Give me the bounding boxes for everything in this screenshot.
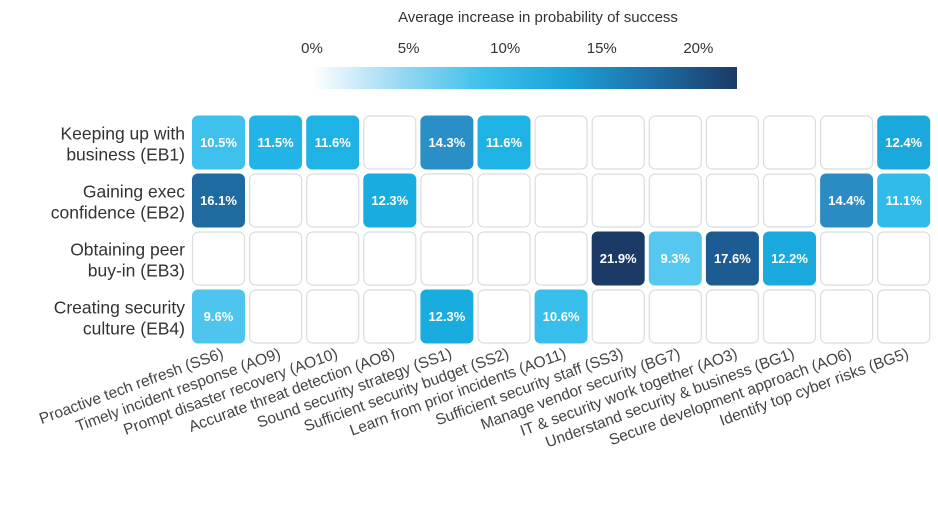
heatmap-cell [705, 231, 759, 286]
heatmap-cell-empty [705, 289, 760, 344]
heatmap-cell-empty [819, 115, 874, 170]
heatmap-cell [534, 289, 588, 344]
heatmap-cell-empty [477, 289, 531, 344]
legend-color-bar [312, 67, 737, 89]
heatmap-cell-empty [877, 231, 931, 286]
legend-tick-label: 5% [398, 40, 420, 57]
heatmap-cell-empty [363, 289, 417, 344]
heatmap-cells: 10.5% 11.5% 11.6% 14.3% 11.6% 12.4% 16.1% 12.3%… [191, 115, 931, 344]
row-label: Keeping up with business (EB1) [60, 124, 185, 165]
cell-value-label: 12.3% [371, 193, 408, 208]
row-label-line: confidence (EB2) [51, 203, 185, 223]
cell-value-label: 11.1% [886, 193, 923, 208]
heatmap-cell-empty [249, 289, 303, 344]
heatmap-cell-empty [705, 115, 760, 170]
heatmap-cell-empty [648, 115, 702, 170]
row-labels: Keeping up with business (EB1) Gaining exe… [51, 124, 185, 339]
column-labels: Proactive tech refresh (SS6)Timely incid… [37, 345, 911, 451]
legend-tick-label: 0% [301, 40, 323, 57]
heatmap-cell-empty [648, 173, 702, 228]
row-label: Gaining exec confidence (EB2) [51, 182, 185, 223]
row-label-line: Obtaining peer [70, 240, 185, 260]
cell-value-label: 12.4% [885, 135, 922, 150]
legend-title: Average increase in probability of succe… [398, 9, 678, 26]
heatmap-cell-empty [591, 173, 645, 228]
heatmap-cell [877, 115, 931, 170]
heatmap-cell-empty [191, 231, 246, 286]
row-label-line: culture (EB4) [83, 319, 185, 339]
cell-value-label: 14.3% [428, 135, 465, 150]
heatmap-cell-empty [705, 173, 760, 228]
heatmap-cell-empty [591, 289, 645, 344]
legend-tick-label: 15% [587, 40, 617, 57]
heatmap-cell [877, 173, 931, 228]
heatmap-cell [763, 231, 816, 286]
cell-value-label: 11.6% [315, 135, 352, 150]
heatmap-cell [192, 173, 245, 228]
cell-value-label: 12.3% [428, 309, 465, 324]
heatmap-cell-empty [534, 231, 588, 286]
heatmap-cell-empty [306, 289, 360, 344]
heatmap-cell [249, 115, 303, 170]
heatmap-cell-empty [477, 231, 531, 286]
heatmap-cell-empty [420, 231, 474, 286]
cell-value-label: 9.3% [660, 251, 690, 266]
cell-value-label: 21.9% [600, 251, 637, 266]
heatmap-cell [363, 173, 417, 228]
row-label-line: Gaining exec [83, 182, 185, 202]
legend-tick-label: 20% [683, 40, 713, 57]
heatmap-cell-empty [762, 289, 817, 344]
heatmap-cell-empty [477, 173, 531, 228]
cell-value-label: 17.6% [714, 251, 751, 266]
heatmap-cell [477, 115, 531, 170]
heatmap-cell-empty [819, 231, 874, 286]
heatmap-cell [192, 115, 245, 170]
row-label-line: business (EB1) [66, 145, 185, 165]
cell-value-label: 9.6% [204, 309, 234, 324]
heatmap-cell-empty [591, 115, 645, 170]
heatmap-cell-empty [249, 173, 303, 228]
legend-tick-label: 10% [490, 40, 520, 57]
heatmap-cell-empty [762, 173, 817, 228]
row-label: Obtaining peer buy-in (EB3) [70, 240, 185, 281]
cell-value-label: 16.1% [200, 193, 237, 208]
heatmap-cell-empty [819, 289, 874, 344]
cell-value-label: 10.5% [200, 135, 237, 150]
cell-value-label: 11.6% [486, 135, 523, 150]
row-label-line: buy-in (EB3) [88, 261, 185, 281]
heatmap-cell [820, 173, 874, 228]
heatmap-cell-empty [534, 173, 588, 228]
heatmap-cell [306, 115, 360, 170]
row-label-line: Keeping up with [60, 124, 185, 144]
cell-value-label: 12.2% [771, 251, 808, 266]
heatmap-cell-empty [762, 115, 817, 170]
heatmap-cell-empty [648, 289, 702, 344]
heatmap-cell-empty [306, 231, 360, 286]
heatmap-cell-empty [363, 231, 417, 286]
heatmap-cell-empty [249, 231, 303, 286]
cell-value-label: 11.5% [258, 135, 295, 150]
heatmap-cell-empty [306, 173, 360, 228]
heatmap-cell [648, 231, 702, 286]
cell-value-label: 10.6% [543, 309, 580, 324]
heatmap-cell-empty [534, 115, 588, 170]
heatmap-cell [420, 289, 474, 344]
heatmap-cell-empty [363, 115, 417, 170]
row-label: Creating security culture (EB4) [54, 298, 186, 339]
heatmap-cell [591, 231, 645, 286]
heatmap-cell-empty [877, 289, 931, 344]
heatmap-cell [192, 289, 245, 344]
heatmap-cell [420, 115, 474, 170]
cell-value-label: 14.4% [828, 193, 865, 208]
heatmap-cell-empty [420, 173, 474, 228]
row-label-line: Creating security [54, 298, 186, 318]
